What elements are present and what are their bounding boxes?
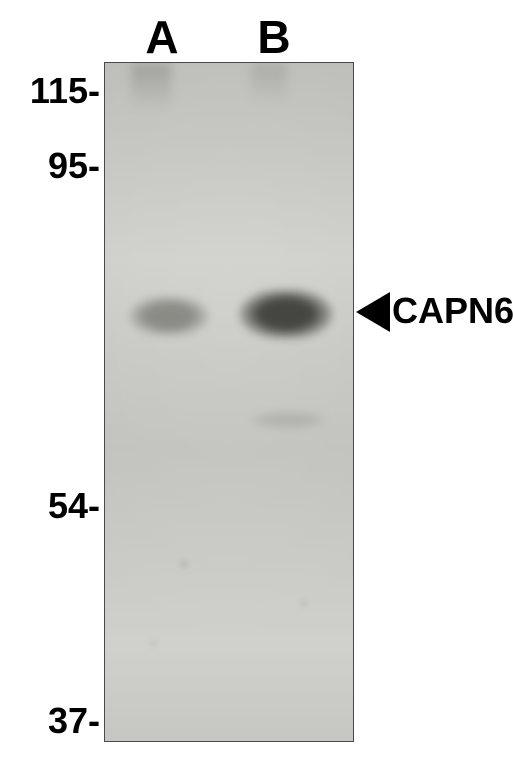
streak-0 <box>131 63 171 111</box>
lane-a-text: A <box>145 11 178 63</box>
mw-115-text: 115- <box>30 70 100 111</box>
mw-marker-37: 37- <box>0 700 100 742</box>
speck-0 <box>181 561 187 567</box>
blot-membrane <box>104 62 354 742</box>
mw-marker-95: 95- <box>0 145 100 187</box>
mw-37-text: 37- <box>48 700 100 741</box>
lane-b-text: B <box>257 11 290 63</box>
band-band-a-capn6 <box>129 296 209 336</box>
band-band-b-capn6 <box>239 289 333 339</box>
blot-background <box>105 63 353 741</box>
mw-95-text: 95- <box>48 145 100 186</box>
lane-label-a: A <box>132 10 192 64</box>
figure-container: A B 115- 95- 54- 37- CAPN6 <box>0 0 513 764</box>
speck-2 <box>151 641 156 646</box>
mw-marker-115: 115- <box>0 70 100 112</box>
speck-1 <box>301 601 306 606</box>
streak-1 <box>251 63 287 105</box>
band-arrow-icon <box>356 292 390 332</box>
mw-marker-54: 54- <box>0 485 100 527</box>
protein-label: CAPN6 <box>392 290 513 332</box>
band-band-b-faint-lower <box>249 411 327 429</box>
lane-label-b: B <box>244 10 304 64</box>
protein-label-text: CAPN6 <box>392 290 513 331</box>
mw-54-text: 54- <box>48 485 100 526</box>
